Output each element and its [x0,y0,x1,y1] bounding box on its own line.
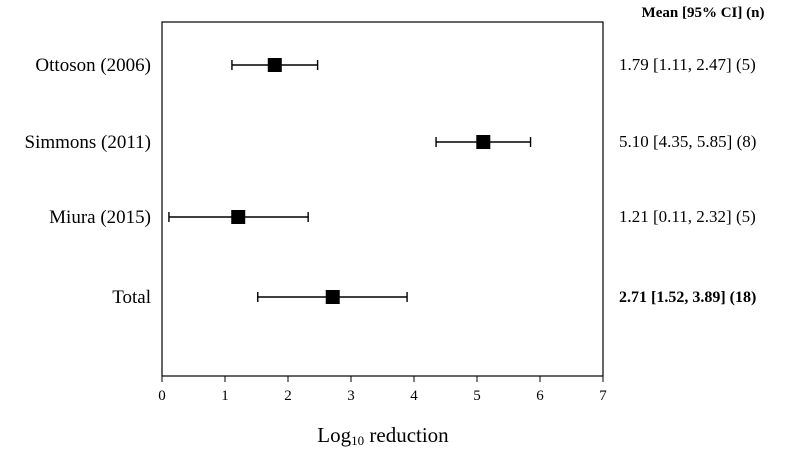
study-label: Miura (2015) [49,207,151,228]
x-axis-ticks: 0 1 2 3 4 5 6 7 [158,376,607,404]
forest-rows: Ottoson (2006) 1.79 [1.11, 2.47] (5) Simmo… [25,55,757,308]
x-tick-label: 4 [410,388,418,404]
mean-point [476,135,491,149]
summary-value: 2.71 [1.52, 3.89] (18) [619,289,756,306]
study-label: Ottoson (2006) [35,55,151,76]
x-tick-label: 6 [536,388,544,404]
summary-value: 1.79 [1.11, 2.47] (5) [619,55,756,74]
x-tick-label: 1 [221,388,229,404]
plot-frame [161,21,604,377]
x-tick-label: 2 [284,388,292,404]
study-label: Simmons (2011) [25,132,152,153]
x-tick-label: 0 [158,388,166,404]
summary-value: 1.21 [0.11, 2.32] (5) [619,207,756,226]
x-tick-label: 7 [599,388,607,404]
mean-point [325,290,340,304]
summary-value: 5.10 [4.35, 5.85] (8) [619,132,756,151]
x-axis-label: Log10 reduction [317,423,449,448]
study-label: Total [112,287,151,308]
summary-column-header: Mean [95% CI] (n) [642,5,765,21]
mean-point [231,210,246,224]
x-tick-label: 5 [473,388,481,404]
mean-point [267,58,282,72]
x-tick-label: 3 [347,388,355,404]
